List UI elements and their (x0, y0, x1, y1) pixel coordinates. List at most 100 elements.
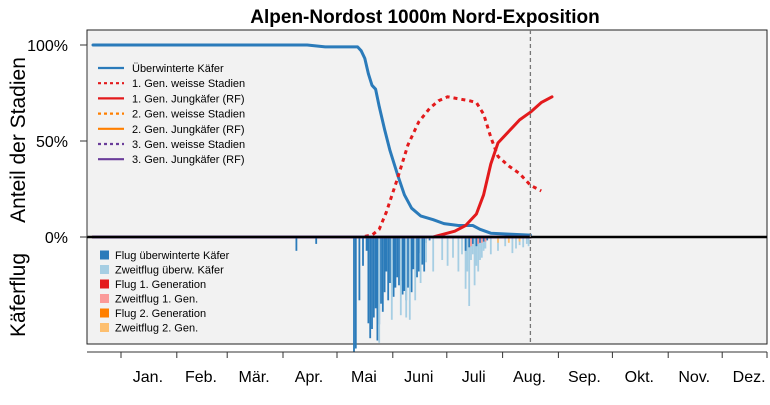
flight-bar-10 (372, 237, 375, 318)
flight-bar-84 (477, 237, 480, 244)
flight-bar-50 (441, 237, 444, 260)
flight-bar-6 (365, 237, 368, 251)
month-labels: Jan. Feb. Mär. Apr. Mai Juni Juli Aug. Sep. Okt. N… (133, 369, 766, 386)
flight-bar-22 (394, 237, 397, 288)
month-label-6: Juli (462, 369, 486, 386)
flight-bar-47 (419, 237, 422, 283)
flight-bar-41 (378, 237, 381, 343)
flight-bar-88 (507, 237, 510, 243)
flight-bar-70 (511, 237, 514, 254)
flight-bar-12 (376, 237, 379, 341)
series-line-2 (91, 95, 554, 239)
flight-bar-31 (410, 237, 413, 293)
flight-bar-73 (522, 237, 525, 248)
plot-area (86, 29, 768, 345)
flight-bar-18 (387, 237, 390, 301)
month-label-4: Mai (351, 369, 377, 386)
month-label-5: Juni (404, 369, 433, 386)
flight-bar-15 (381, 237, 384, 312)
flight-bar-40 (428, 237, 431, 241)
flight-bar-29 (407, 237, 409, 288)
legend-label-6: 3. Gen. Jungkäfer (RF) (132, 154, 245, 166)
flight-bar-1 (315, 237, 318, 244)
flight-bar-16 (383, 237, 386, 293)
flight-bar-42 (390, 237, 393, 320)
month-label-0: Jan. (133, 369, 163, 386)
legend-label-5: 3. Gen. weisse Stadien (132, 139, 245, 151)
flight-bar-45 (408, 237, 411, 320)
month-label-9: Okt. (625, 369, 654, 386)
flight-bar-34 (416, 237, 418, 278)
series-line-1 (93, 95, 542, 239)
flight-bar-46 (414, 237, 417, 301)
y-tick-label-2: 0% (45, 230, 68, 247)
flight-bar-83 (470, 237, 472, 247)
x-ticks (120, 352, 768, 358)
series-line-0 (91, 43, 532, 237)
flight-legend-swatch-4 (100, 308, 109, 318)
flight-bar-14 (380, 237, 382, 304)
month-label-11: Dez. (733, 369, 766, 386)
legend-label-1: 1. Gen. weisse Stadien (132, 78, 245, 90)
flight-legend-label-1: Zweitflug überw. Käfer (115, 265, 224, 277)
flight-bar-75 (527, 237, 530, 247)
flight-bar-4 (358, 237, 361, 301)
flight-bar-61 (475, 237, 478, 266)
flight-legend-label-5: Zweitflug 2. Gen. (115, 323, 198, 335)
flight-legend-swatch-0 (100, 250, 109, 260)
flight-legend-swatch-5 (100, 323, 109, 332)
legend-label-2: 1. Gen. Jungkäfer (RF) (132, 93, 245, 105)
flight-bar-23 (396, 237, 399, 278)
flight-bar-21 (392, 237, 395, 297)
flight-bar-17 (385, 237, 388, 272)
month-label-8: Sep. (568, 369, 601, 386)
flight-bar-79 (475, 237, 478, 247)
y-ticks: 100% 50% 0% (27, 38, 87, 247)
flight-bar-76 (464, 237, 467, 251)
flight-bar-48 (425, 237, 427, 263)
stage-legend: Überwinterte Käfer 1. Gen. weisse Stadien… (98, 63, 245, 166)
month-label-3: Apr. (295, 369, 323, 386)
flight-bar-87 (497, 237, 499, 243)
flight-legend-label-2: Flug 1. Generation (115, 279, 206, 291)
flight-bar-11 (374, 237, 377, 309)
flight-bar-26 (401, 237, 404, 295)
flight-bar-78 (471, 237, 474, 244)
flight-bar-85 (480, 237, 483, 243)
flight-bar-77 (468, 237, 471, 248)
flight-bar-59 (471, 237, 474, 255)
flight-bar-82 (486, 237, 489, 241)
flight-bar-57 (468, 237, 471, 306)
y-tick-label-0: 100% (27, 38, 68, 55)
y-tick-label-1: 50% (36, 134, 68, 151)
flight-bar-54 (461, 237, 463, 255)
flight-legend-label-4: Flug 2. Generation (115, 308, 206, 320)
month-label-2: Mär. (239, 369, 270, 386)
flight-bar-55 (464, 237, 467, 289)
chart-title: Alpen-Nordost 1000m Nord-Exposition (250, 7, 599, 28)
flight-bar-43 (399, 237, 402, 316)
flight-bar-7 (367, 237, 370, 324)
flight-bar-65 (482, 237, 485, 251)
flight-bar-56 (466, 237, 469, 272)
flight-bar-24 (398, 237, 400, 286)
flight-bar-9 (371, 237, 373, 329)
flight-bar-58 (470, 237, 472, 260)
flight-bar-89 (518, 237, 521, 242)
flight-bar-60 (473, 237, 476, 286)
legend-label-4: 2. Gen. Jungkäfer (RF) (132, 124, 245, 136)
flight-bar-5 (362, 237, 364, 266)
flight-bar-38 (423, 237, 426, 272)
flight-legend: Flug überwinterte Käfer Zweitflug überw. … (100, 250, 230, 335)
flight-legend-swatch-1 (100, 265, 109, 274)
flight-legend-label-0: Flug überwinterte Käfer (115, 250, 230, 262)
flight-bar-2 (353, 237, 355, 352)
flight-bars (295, 237, 530, 352)
flight-bar-69 (504, 237, 507, 247)
flight-bar-81 (482, 237, 485, 242)
legend-label-3: 2. Gen. weisse Stadien (132, 109, 245, 121)
flight-bar-86 (484, 237, 487, 242)
y-axis-label-bottom: Käferflug (7, 253, 30, 337)
legend-label-0: Überwinterte Käfer (132, 63, 224, 75)
